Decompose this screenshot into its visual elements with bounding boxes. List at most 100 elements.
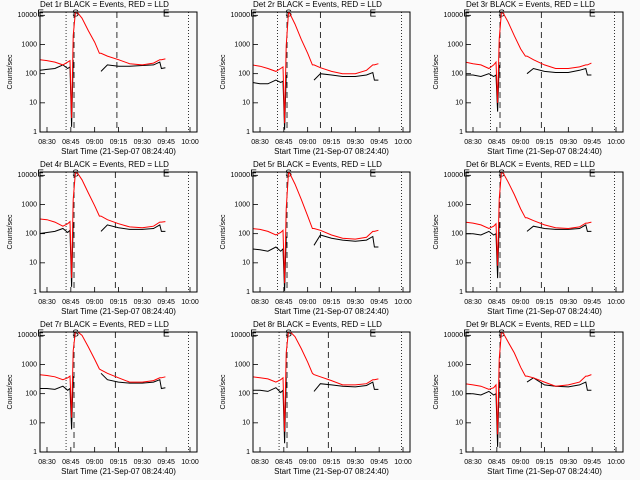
marker-label: E bbox=[37, 329, 44, 340]
y-tick-label: 1000 bbox=[447, 361, 463, 368]
x-tick-label: 09:30 bbox=[134, 299, 152, 306]
x-tick-label: 08:30 bbox=[464, 139, 482, 146]
marker-label: E bbox=[369, 9, 376, 20]
x-tick-label: 09:45 bbox=[157, 139, 175, 146]
y-tick-label: 1 bbox=[459, 449, 463, 456]
y-tick-label: 1000 bbox=[234, 361, 250, 368]
x-axis-label: Start Time (21-Sep-07 08:24:40) bbox=[274, 467, 389, 476]
y-axis-label: Counts/sec bbox=[220, 214, 227, 250]
x-tick-label: 09:30 bbox=[560, 459, 578, 466]
marker-label: S bbox=[72, 9, 79, 20]
series-line bbox=[466, 377, 592, 447]
marker-label: E bbox=[37, 9, 44, 20]
y-tick-label: 1 bbox=[33, 129, 37, 136]
x-tick-label: 09:00 bbox=[299, 139, 317, 146]
panel-title: Det 7r BLACK = Events, RED = LLD bbox=[40, 320, 169, 329]
x-tick-label: 09:30 bbox=[347, 299, 365, 306]
y-tick-label: 10 bbox=[455, 100, 463, 107]
plot-frame bbox=[39, 331, 198, 453]
marker-label: E bbox=[163, 9, 170, 20]
x-tick-label: 10:00 bbox=[181, 139, 199, 146]
x-tick-label: 08:45 bbox=[62, 299, 80, 306]
marker-label: E bbox=[250, 329, 257, 340]
x-tick-label: 10:00 bbox=[181, 459, 199, 466]
marker-label: E bbox=[589, 329, 596, 340]
y-tick-label: 10000 bbox=[231, 332, 251, 339]
y-tick-label: 100 bbox=[451, 71, 463, 78]
y-tick-label: 100 bbox=[25, 391, 37, 398]
y-tick-label: 10000 bbox=[18, 172, 38, 179]
y-tick-label: 1000 bbox=[21, 201, 37, 208]
y-tick-label: 10 bbox=[242, 420, 250, 427]
x-tick-label: 08:30 bbox=[38, 139, 56, 146]
marker-label: E bbox=[589, 169, 596, 180]
x-tick-label: 10:00 bbox=[394, 299, 412, 306]
marker-label: E bbox=[163, 329, 170, 340]
y-tick-label: 10 bbox=[29, 100, 37, 107]
x-tick-label: 08:30 bbox=[464, 459, 482, 466]
y-axis-label: Counts/sec bbox=[7, 214, 14, 250]
x-tick-label: 08:45 bbox=[488, 139, 506, 146]
x-tick-label: 08:30 bbox=[251, 299, 269, 306]
series-line bbox=[40, 12, 166, 119]
x-tick-label: 09:00 bbox=[86, 459, 104, 466]
y-tick-label: 100 bbox=[238, 391, 250, 398]
x-tick-label: 09:15 bbox=[323, 139, 341, 146]
y-tick-label: 1 bbox=[246, 449, 250, 456]
y-axis-label: Counts/sec bbox=[433, 214, 440, 250]
panel: Det 2r BLACK = Events, RED = LLD Start Ti… bbox=[220, 0, 412, 156]
series-line bbox=[253, 172, 379, 284]
x-tick-label: 09:45 bbox=[370, 139, 388, 146]
x-tick-label: 08:30 bbox=[38, 299, 56, 306]
series-line bbox=[40, 59, 166, 127]
y-tick-label: 100 bbox=[25, 231, 37, 238]
x-tick-label: 09:15 bbox=[110, 299, 128, 306]
y-tick-label: 1 bbox=[33, 449, 37, 456]
x-tick-label: 09:30 bbox=[134, 139, 152, 146]
x-tick-label: 08:45 bbox=[275, 459, 293, 466]
y-tick-label: 10 bbox=[29, 420, 37, 427]
x-tick-label: 09:45 bbox=[157, 459, 175, 466]
marker-label: E bbox=[163, 169, 170, 180]
panel: Det 3r BLACK = Events, RED = LLD Start Ti… bbox=[433, 0, 625, 156]
x-tick-label: 08:45 bbox=[62, 459, 80, 466]
panel: Det 5r BLACK = Events, RED = LLD Start Ti… bbox=[220, 160, 412, 316]
plot-frame bbox=[465, 171, 624, 293]
series-line bbox=[253, 377, 379, 444]
series-line bbox=[253, 71, 379, 130]
x-tick-label: 10:00 bbox=[607, 299, 625, 306]
marker-label: E bbox=[463, 9, 470, 20]
x-tick-label: 09:45 bbox=[583, 299, 601, 306]
x-tick-label: 08:45 bbox=[488, 459, 506, 466]
series-line bbox=[40, 222, 166, 287]
x-axis-label: Start Time (21-Sep-07 08:24:40) bbox=[274, 307, 389, 316]
x-axis-label: Start Time (21-Sep-07 08:24:40) bbox=[61, 467, 176, 476]
y-axis-label: Counts/sec bbox=[7, 54, 14, 90]
panel: Det 4r BLACK = Events, RED = LLD Start Ti… bbox=[7, 160, 199, 316]
x-axis-label: Start Time (21-Sep-07 08:24:40) bbox=[487, 307, 602, 316]
y-tick-label: 1000 bbox=[21, 41, 37, 48]
plot-frame bbox=[252, 171, 411, 293]
plot-frame bbox=[39, 11, 198, 133]
y-tick-label: 100 bbox=[238, 231, 250, 238]
y-axis-label: Counts/sec bbox=[433, 54, 440, 90]
panel-title: Det 6r BLACK = Events, RED = LLD bbox=[466, 160, 595, 169]
marker-label: S bbox=[72, 329, 79, 340]
y-axis-label: Counts/sec bbox=[433, 374, 440, 410]
y-tick-label: 10000 bbox=[444, 172, 464, 179]
x-tick-label: 08:30 bbox=[464, 299, 482, 306]
x-tick-label: 09:00 bbox=[512, 299, 530, 306]
x-tick-label: 09:45 bbox=[583, 139, 601, 146]
series-line bbox=[466, 12, 592, 103]
marker-label: E bbox=[463, 329, 470, 340]
y-tick-label: 100 bbox=[451, 231, 463, 238]
y-tick-label: 10000 bbox=[231, 12, 251, 19]
y-tick-label: 10000 bbox=[18, 12, 38, 19]
x-tick-label: 09:45 bbox=[370, 299, 388, 306]
y-tick-label: 1 bbox=[246, 129, 250, 136]
y-axis-label: Counts/sec bbox=[220, 54, 227, 90]
marker-label: E bbox=[369, 329, 376, 340]
x-tick-label: 08:30 bbox=[38, 459, 56, 466]
y-tick-label: 1 bbox=[246, 289, 250, 296]
